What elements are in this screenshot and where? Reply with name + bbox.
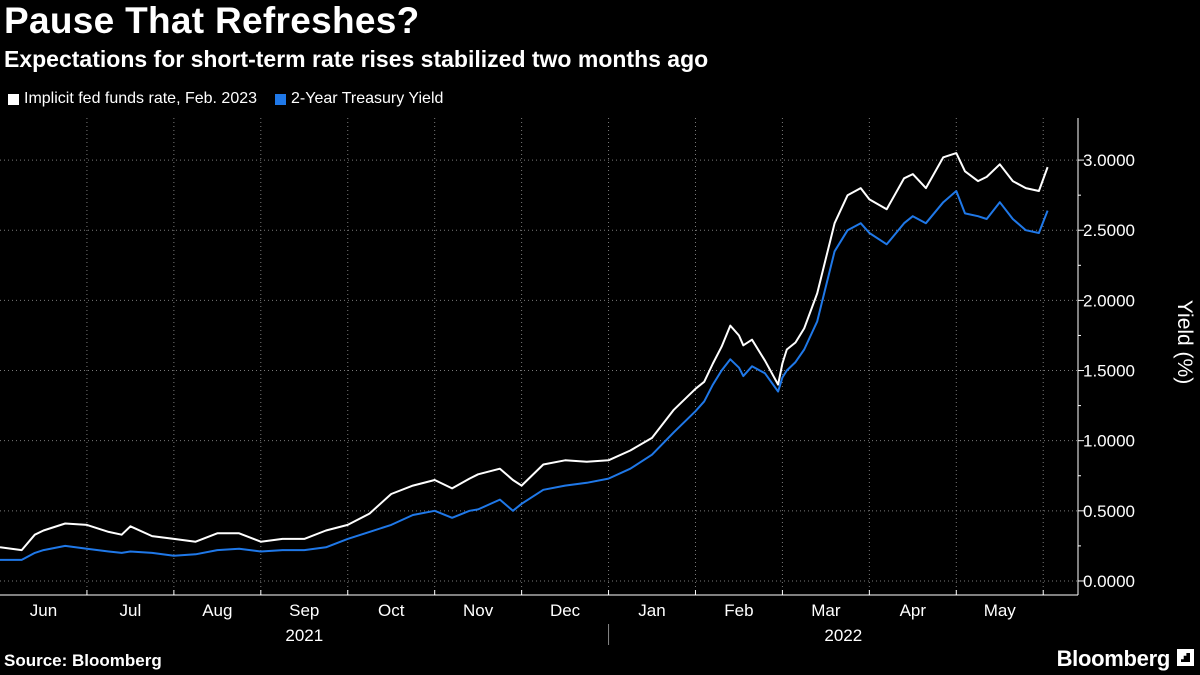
- series-line-treasury: [0, 190, 1049, 561]
- x-tick-label: May: [984, 601, 1017, 620]
- x-tick-label: Sep: [289, 601, 319, 620]
- legend-item-fed-funds: Implicit fed funds rate, Feb. 2023: [8, 90, 257, 108]
- series-line-fed-funds: [0, 152, 1049, 552]
- y-tick-label: 3.0000: [1083, 151, 1135, 170]
- x-tick-label: Feb: [724, 601, 753, 620]
- chart-subtitle: Expectations for short-term rate rises s…: [4, 46, 709, 72]
- y-tick-label: 0.5000: [1083, 502, 1135, 521]
- x-tick-label: Apr: [900, 601, 927, 620]
- year-label: 2021: [285, 626, 323, 645]
- chart-title: Pause That Refreshes?: [4, 0, 420, 41]
- y-tick-label: 2.5000: [1083, 221, 1135, 240]
- x-tick-label: Mar: [811, 601, 841, 620]
- y-axis-label: Yield (%): [1173, 300, 1196, 384]
- y-tick-label: 1.0000: [1083, 432, 1135, 451]
- legend-item-treasury: 2-Year Treasury Yield: [275, 90, 443, 108]
- x-tick-label: Oct: [378, 601, 405, 620]
- x-tick-label: Jun: [30, 601, 57, 620]
- legend-label-fed-funds: Implicit fed funds rate, Feb. 2023: [24, 90, 258, 107]
- year-label: 2022: [824, 626, 862, 645]
- x-tick-label: Jul: [120, 601, 142, 620]
- y-tick-label: 0.0000: [1083, 572, 1135, 591]
- x-tick-label: Aug: [202, 601, 232, 620]
- y-tick-label: 2.0000: [1083, 291, 1135, 310]
- legend: Implicit fed funds rate, Feb. 2023 2-Yea…: [8, 90, 461, 108]
- source-note: Source: Bloomberg: [4, 651, 162, 670]
- legend-swatch-fed-funds: [8, 93, 19, 105]
- legend-label-treasury: 2-Year Treasury Yield: [291, 90, 444, 107]
- x-tick-label: Jan: [638, 601, 665, 620]
- x-tick-label: Nov: [463, 601, 494, 620]
- y-tick-label: 1.5000: [1083, 362, 1135, 381]
- legend-swatch-treasury: [275, 93, 287, 105]
- brand-mark-icon: [1177, 649, 1194, 666]
- brand-logo: Bloomberg: [1056, 646, 1171, 671]
- x-tick-label: Dec: [550, 601, 581, 620]
